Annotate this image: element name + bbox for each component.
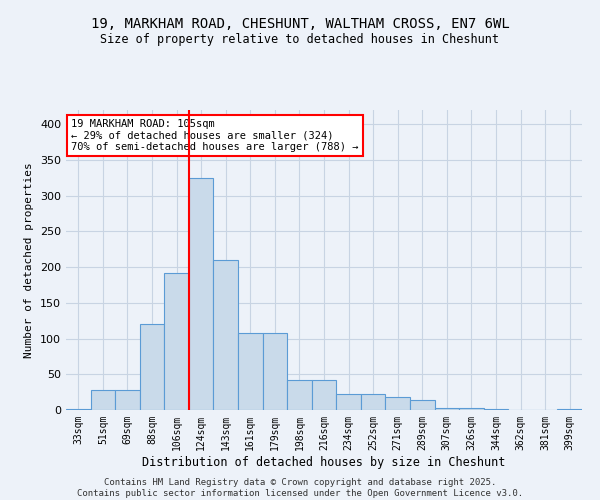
Bar (91, 390, 115, 410)
Bar (164, 273, 189, 410)
Bar (434, 408, 459, 410)
Bar (214, 260, 238, 410)
X-axis label: Distribution of detached houses by size in Cheshunt: Distribution of detached houses by size … (142, 456, 506, 468)
Bar (287, 380, 312, 410)
Text: 19, MARKHAM ROAD, CHESHUNT, WALTHAM CROSS, EN7 6WL: 19, MARKHAM ROAD, CHESHUNT, WALTHAM CROS… (91, 18, 509, 32)
Bar (189, 178, 214, 410)
Bar (66, 408, 91, 410)
Text: 19 MARKHAM ROAD: 105sqm
← 29% of detached houses are smaller (324)
70% of semi-d: 19 MARKHAM ROAD: 105sqm ← 29% of detache… (71, 119, 359, 152)
Bar (238, 333, 263, 410)
Bar (140, 324, 164, 410)
Bar (336, 394, 361, 410)
Bar (459, 408, 484, 410)
Bar (312, 380, 336, 410)
Text: Size of property relative to detached houses in Cheshunt: Size of property relative to detached ho… (101, 32, 499, 46)
Bar (557, 408, 582, 410)
Bar (410, 400, 434, 410)
Y-axis label: Number of detached properties: Number of detached properties (25, 162, 34, 358)
Bar (263, 333, 287, 410)
Bar (361, 394, 385, 410)
Text: Contains HM Land Registry data © Crown copyright and database right 2025.
Contai: Contains HM Land Registry data © Crown c… (77, 478, 523, 498)
Bar (115, 390, 140, 410)
Bar (385, 397, 410, 410)
